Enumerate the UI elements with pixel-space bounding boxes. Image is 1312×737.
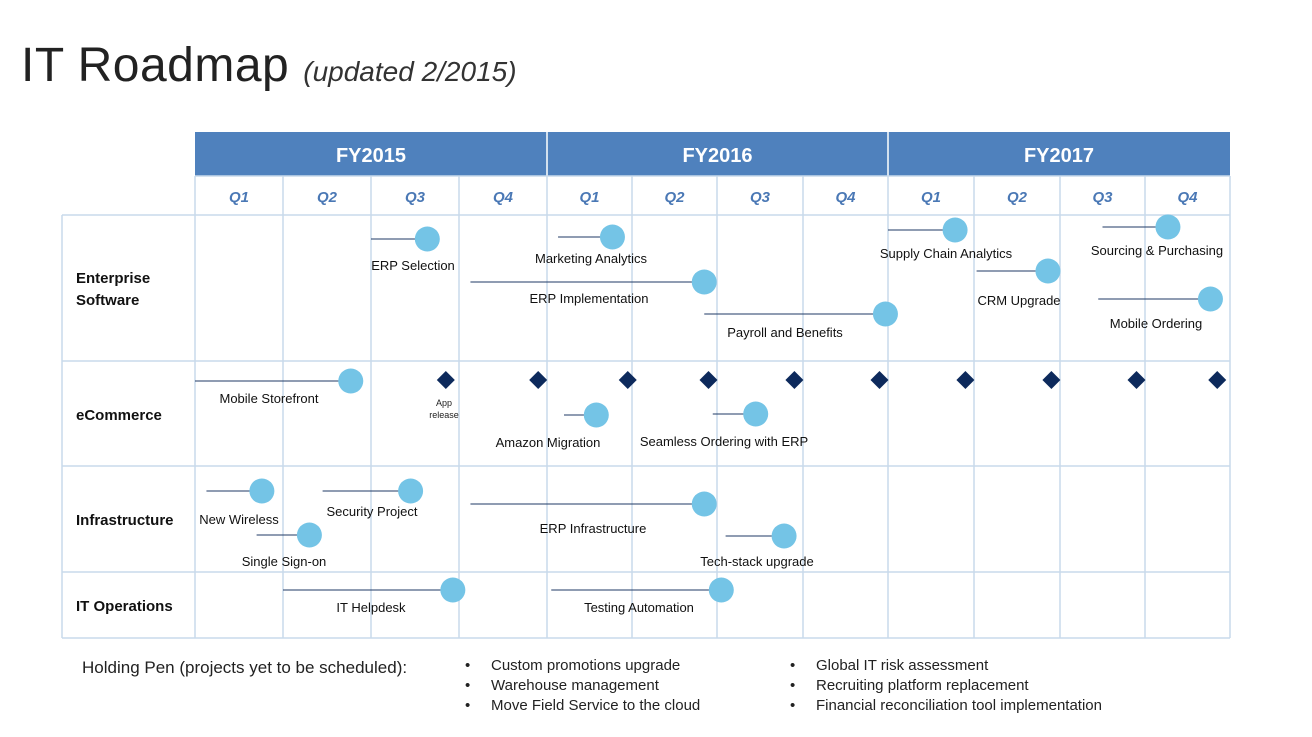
release-diamond bbox=[436, 371, 455, 389]
milestone-label: Security Project bbox=[326, 504, 417, 519]
page-title: IT Roadmap bbox=[21, 39, 290, 92]
milestone-label: Amazon Migration bbox=[496, 435, 601, 450]
quarter-label: Q1 bbox=[921, 189, 941, 206]
milestone-label: Mobile Storefront bbox=[220, 391, 319, 406]
milestone-dot bbox=[743, 401, 769, 427]
milestone-label: CRM Upgrade bbox=[977, 293, 1060, 308]
year-header-cell bbox=[195, 132, 547, 176]
milestone-dot bbox=[708, 577, 734, 603]
milestone-label: ERP Selection bbox=[371, 258, 455, 273]
release-diamond bbox=[1042, 371, 1061, 389]
holding-pen-item: Custom promotions upgrade bbox=[465, 656, 700, 676]
milestone-dot bbox=[691, 269, 717, 295]
release-label: release bbox=[429, 410, 459, 420]
milestone-dot bbox=[599, 224, 625, 250]
holding-pen-item: Financial reconciliation tool implementa… bbox=[790, 696, 1102, 716]
row-label: Infrastructure bbox=[76, 512, 174, 529]
release-diamond bbox=[870, 371, 889, 389]
quarter-label: Q4 bbox=[835, 189, 856, 206]
milestone-dot bbox=[338, 368, 364, 394]
milestone-dot bbox=[1155, 214, 1181, 240]
milestone-label: New Wireless bbox=[199, 512, 279, 527]
milestone-dot bbox=[583, 402, 609, 428]
year-label: FY2015 bbox=[336, 145, 406, 167]
milestone-dot bbox=[942, 217, 968, 243]
milestone-label: Marketing Analytics bbox=[535, 251, 647, 266]
milestone-dot bbox=[872, 301, 898, 327]
row-label: IT Operations bbox=[76, 598, 173, 615]
year-header-cell bbox=[888, 132, 1230, 176]
release-diamond bbox=[699, 371, 718, 389]
milestone-dot bbox=[771, 523, 797, 549]
row-label: Software bbox=[76, 292, 139, 309]
milestone-dot bbox=[440, 577, 466, 603]
milestone-label: IT Helpdesk bbox=[336, 600, 406, 615]
holding-pen-item: Global IT risk assessment bbox=[790, 656, 1102, 676]
milestone-label: ERP Implementation bbox=[530, 291, 649, 306]
quarter-label: Q4 bbox=[1177, 189, 1198, 206]
milestone-label: Single Sign-on bbox=[242, 554, 327, 569]
milestone-dot bbox=[249, 478, 275, 504]
quarter-label: Q1 bbox=[579, 189, 599, 206]
holding-pen-item: Recruiting platform replacement bbox=[790, 676, 1102, 696]
release-diamond bbox=[956, 371, 975, 389]
year-header-cell bbox=[547, 132, 888, 176]
quarter-label: Q2 bbox=[317, 189, 338, 206]
milestone-dot bbox=[1035, 258, 1061, 284]
holding-pen-item: Move Field Service to the cloud bbox=[465, 696, 700, 716]
quarter-label: Q1 bbox=[229, 189, 249, 206]
release-diamond bbox=[1208, 371, 1227, 389]
release-label: App bbox=[436, 398, 452, 408]
holding-pen-item: Warehouse management bbox=[465, 676, 700, 696]
milestone-label: Seamless Ordering with ERP bbox=[640, 434, 808, 449]
year-label: FY2016 bbox=[682, 145, 752, 167]
quarter-label: Q2 bbox=[664, 189, 685, 206]
quarter-label: Q3 bbox=[1092, 189, 1113, 206]
milestone-label: Mobile Ordering bbox=[1110, 316, 1203, 331]
milestone-label: Payroll and Benefits bbox=[727, 325, 843, 340]
quarter-label: Q2 bbox=[1007, 189, 1028, 206]
milestone-dot bbox=[398, 478, 424, 504]
release-diamond bbox=[1127, 371, 1146, 389]
holding-pen-label: Holding Pen (projects yet to be schedule… bbox=[82, 658, 408, 677]
row-label: eCommerce bbox=[76, 407, 162, 424]
release-diamond bbox=[529, 371, 548, 389]
quarter-label: Q4 bbox=[493, 189, 514, 206]
milestone-label: Testing Automation bbox=[584, 600, 694, 615]
holding-pen-list-right: Global IT risk assessment Recruiting pla… bbox=[790, 656, 1102, 716]
page-subtitle: (updated 2/2015) bbox=[303, 56, 517, 87]
holding-pen-list-left: Custom promotions upgrade Warehouse mana… bbox=[465, 656, 700, 716]
milestone-dot bbox=[691, 491, 717, 517]
milestone-label: Tech-stack upgrade bbox=[700, 554, 813, 569]
title-block: IT Roadmap (updated 2/2015) bbox=[21, 38, 517, 93]
milestone-label: Sourcing & Purchasing bbox=[1091, 243, 1223, 258]
year-label: FY2017 bbox=[1024, 145, 1094, 167]
milestone-dot bbox=[1197, 286, 1223, 312]
row-label: Enterprise bbox=[76, 270, 150, 287]
milestone-label: Supply Chain Analytics bbox=[880, 246, 1013, 261]
release-diamond bbox=[618, 371, 637, 389]
milestone-dot bbox=[296, 522, 322, 548]
release-diamond bbox=[785, 371, 804, 389]
quarter-label: Q3 bbox=[750, 189, 771, 206]
milestone-dot bbox=[414, 226, 440, 252]
quarter-label: Q3 bbox=[405, 189, 426, 206]
milestone-label: ERP Infrastructure bbox=[540, 521, 647, 536]
